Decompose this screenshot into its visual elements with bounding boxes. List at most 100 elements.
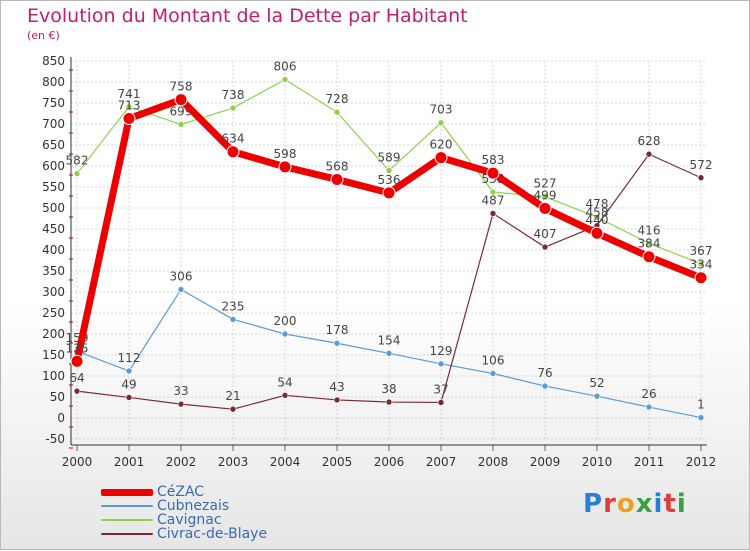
data-label-cavignac: 416 <box>638 223 661 237</box>
data-point-cavignac <box>697 260 705 268</box>
data-label-c-zac: 440 <box>586 213 609 227</box>
y-tick-label: 250 <box>42 306 65 320</box>
data-label-cavignac: 728 <box>326 92 349 106</box>
x-tick-label: 2000 <box>62 455 93 469</box>
data-point-civrac-de-blaye <box>489 210 497 217</box>
data-point-c-zac <box>382 186 396 200</box>
y-tick-label: 350 <box>42 264 65 278</box>
legend-item: Cubnezais <box>101 499 267 513</box>
data-point-cubnezais <box>489 370 497 377</box>
legend-label: Cubnezais <box>157 498 230 514</box>
data-point-cubnezais <box>385 350 393 357</box>
data-point-cubnezais <box>177 286 185 293</box>
data-point-cubnezais <box>541 382 549 390</box>
x-tick-label: 2003 <box>218 455 249 469</box>
data-point-cavignac <box>489 188 497 196</box>
data-point-civrac-de-blaye <box>437 399 445 406</box>
data-point-cubnezais <box>697 414 705 421</box>
data-label-civrac-de-blaye: 54 <box>277 375 292 389</box>
data-point-c-zac <box>330 172 344 186</box>
data-point-cavignac <box>177 121 185 128</box>
y-tick-label: 500 <box>42 201 65 215</box>
chart-subtitle: (en €) <box>27 29 60 42</box>
data-label-civrac-de-blaye: 64 <box>69 371 84 385</box>
legend-label: CéZAC <box>157 484 205 500</box>
data-label-c-zac: 713 <box>118 99 141 113</box>
data-point-cubnezais <box>281 330 289 338</box>
y-tick-label: 550 <box>42 180 65 194</box>
data-label-civrac-de-blaye: 37 <box>433 382 448 396</box>
data-label-cavignac: 527 <box>534 177 557 191</box>
y-tick-label: 650 <box>42 138 65 152</box>
logo-letter: i <box>653 489 664 519</box>
data-label-c-zac: 536 <box>378 173 401 187</box>
data-point-cavignac <box>593 213 601 221</box>
data-point-cavignac <box>73 170 81 177</box>
y-tick-label: 600 <box>42 159 65 173</box>
data-label-c-zac: 620 <box>430 138 453 152</box>
logo-letter: r <box>603 489 617 519</box>
chart-title: Evolution du Montant de la Dette par Hab… <box>27 5 468 27</box>
data-point-cavignac <box>333 108 341 116</box>
logo-letter: t <box>663 489 677 519</box>
x-tick-label: 2012 <box>686 455 717 469</box>
data-point-civrac-de-blaye <box>333 396 341 404</box>
data-label-cavignac: 589 <box>378 151 401 165</box>
data-label-cavignac: 478 <box>586 197 609 211</box>
y-tick-label: 200 <box>42 327 65 341</box>
data-label-cubnezais: 76 <box>537 366 552 380</box>
data-point-c-zac <box>122 112 136 126</box>
data-point-c-zac <box>434 151 448 165</box>
legend-swatch <box>101 533 153 535</box>
data-point-cavignac <box>385 167 393 174</box>
data-point-cavignac <box>229 104 237 112</box>
data-point-c-zac <box>486 166 500 180</box>
logo-letter: P <box>583 489 604 519</box>
data-label-cubnezais: 52 <box>589 376 604 390</box>
x-tick-label: 2008 <box>478 455 509 469</box>
data-label-cubnezais: 112 <box>118 351 141 365</box>
logo-letter: o <box>616 489 636 519</box>
data-label-civrac-de-blaye: 487 <box>482 193 505 207</box>
data-point-c-zac <box>70 354 84 368</box>
data-point-civrac-de-blaye <box>697 174 705 182</box>
x-tick-label: 2009 <box>530 455 561 469</box>
data-point-cubnezais <box>125 367 133 375</box>
y-tick-label: 100 <box>42 369 65 383</box>
logo-letter: x <box>635 489 654 519</box>
data-point-civrac-de-blaye <box>385 398 393 406</box>
data-label-civrac-de-blaye: 21 <box>225 389 240 403</box>
y-tick-label: 800 <box>42 75 65 89</box>
data-label-c-zac: 758 <box>170 80 193 94</box>
data-point-civrac-de-blaye <box>645 150 653 158</box>
data-point-cavignac <box>541 193 549 200</box>
x-tick-label: 2010 <box>582 455 613 469</box>
y-tick-label: 300 <box>42 285 65 299</box>
data-point-civrac-de-blaye <box>125 394 133 401</box>
data-point-civrac-de-blaye <box>73 387 81 395</box>
data-point-c-zac <box>590 226 604 240</box>
data-label-cubnezais: 178 <box>326 323 349 337</box>
data-label-cubnezais: 306 <box>170 269 193 283</box>
data-label-civrac-de-blaye: 33 <box>173 384 188 398</box>
data-label-cubnezais: 200 <box>274 314 297 328</box>
data-label-cavignac: 703 <box>430 103 453 117</box>
y-tick-label: 50 <box>50 390 65 404</box>
data-label-c-zac: 598 <box>274 147 297 161</box>
data-point-c-zac <box>694 271 708 285</box>
y-tick-label: 750 <box>42 96 65 110</box>
data-label-cubnezais: 129 <box>430 344 453 358</box>
data-point-cubnezais <box>645 403 653 411</box>
data-point-c-zac <box>174 93 188 107</box>
x-tick-label: 2001 <box>114 455 145 469</box>
data-label-cubnezais: 235 <box>222 299 245 313</box>
x-tick-label: 2002 <box>166 455 197 469</box>
proxiti-logo: Proxiti <box>583 489 687 519</box>
data-point-civrac-de-blaye <box>177 400 185 408</box>
data-point-c-zac <box>226 145 240 159</box>
data-point-civrac-de-blaye <box>281 392 289 399</box>
data-point-cavignac <box>281 76 289 83</box>
legend-item: Cavignac <box>101 513 267 527</box>
legend-swatch <box>101 505 153 507</box>
